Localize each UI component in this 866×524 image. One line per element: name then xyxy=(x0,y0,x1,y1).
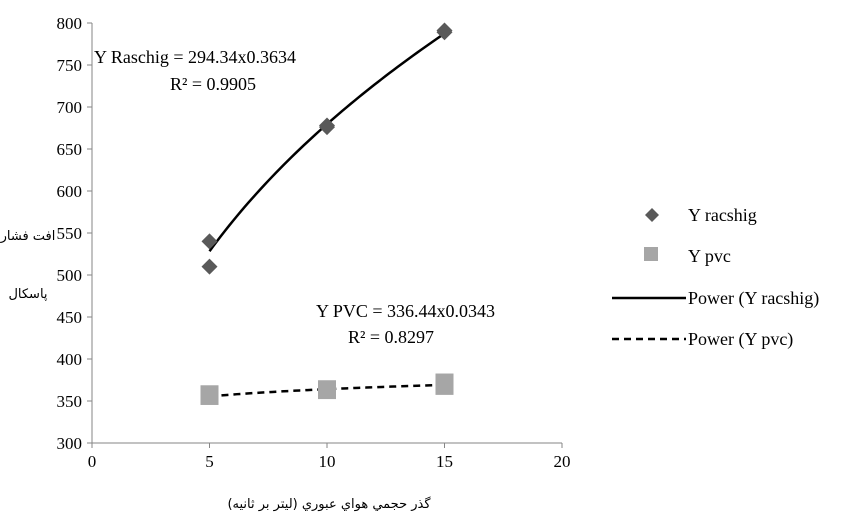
pvc-r2: R² = 0.8297 xyxy=(348,327,434,347)
y-tick-label: 650 xyxy=(57,140,83,159)
y-tick-label: 450 xyxy=(57,308,83,327)
y-axis-label-line1: افت فشار xyxy=(0,229,55,244)
axes xyxy=(91,23,562,444)
raschig-r2: R² = 0.9905 xyxy=(170,74,256,94)
pvc-data-point xyxy=(318,380,336,399)
x-tick-label: 0 xyxy=(88,452,97,471)
pvc-data-point xyxy=(435,373,454,392)
x-tick-label: 20 xyxy=(554,452,571,471)
y-tick-label: 800 xyxy=(57,14,83,33)
legend-label-pvc-power: Power (Y pvc) xyxy=(688,329,793,350)
pvc-power-trendline xyxy=(209,383,445,398)
data-points xyxy=(200,22,454,405)
x-axis-label: گذر حجمي هواي عبوري (ليتر بر ثانيه) xyxy=(227,496,431,512)
legend-label-raschig: Y racshig xyxy=(688,205,757,225)
raschig-equation: Y Raschig = 294.34x0.3634 xyxy=(94,47,296,67)
raschig-data-point xyxy=(201,258,218,275)
y-axis-label-line2: پاسکال xyxy=(8,287,47,302)
raschig-data-point xyxy=(319,119,335,136)
y-tick-label: 750 xyxy=(57,56,83,75)
legend-label-raschig-power: Power (Y racshig) xyxy=(688,288,819,309)
y-tick-label: 350 xyxy=(57,392,83,411)
pvc-equation: Y PVC = 336.44x0.0343 xyxy=(316,301,495,321)
x-axis-ticks: 0 5 10 15 20 xyxy=(88,443,571,471)
y-tick-label: 600 xyxy=(57,182,83,201)
y-tick-label: 300 xyxy=(57,434,83,453)
y-axis-ticks: 300 350 400 450 500 550 600 650 700 750 800 xyxy=(57,14,92,453)
x-tick-label: 5 xyxy=(205,452,214,471)
legend-marker-raschig xyxy=(645,208,659,222)
x-tick-label: 10 xyxy=(319,452,336,471)
y-tick-label: 550 xyxy=(57,224,83,243)
pvc-data-point xyxy=(200,385,219,404)
legend: Y racshig Y pvc Power (Y racshig) Power … xyxy=(612,205,819,350)
legend-marker-pvc xyxy=(644,247,658,261)
y-tick-label: 400 xyxy=(57,350,83,369)
legend-label-pvc: Y pvc xyxy=(688,246,731,266)
x-tick-label: 15 xyxy=(436,452,453,471)
y-tick-label: 500 xyxy=(57,266,83,285)
raschig-data-point xyxy=(201,233,218,250)
raschig-data-point xyxy=(436,24,453,41)
y-tick-label: 700 xyxy=(57,98,83,117)
